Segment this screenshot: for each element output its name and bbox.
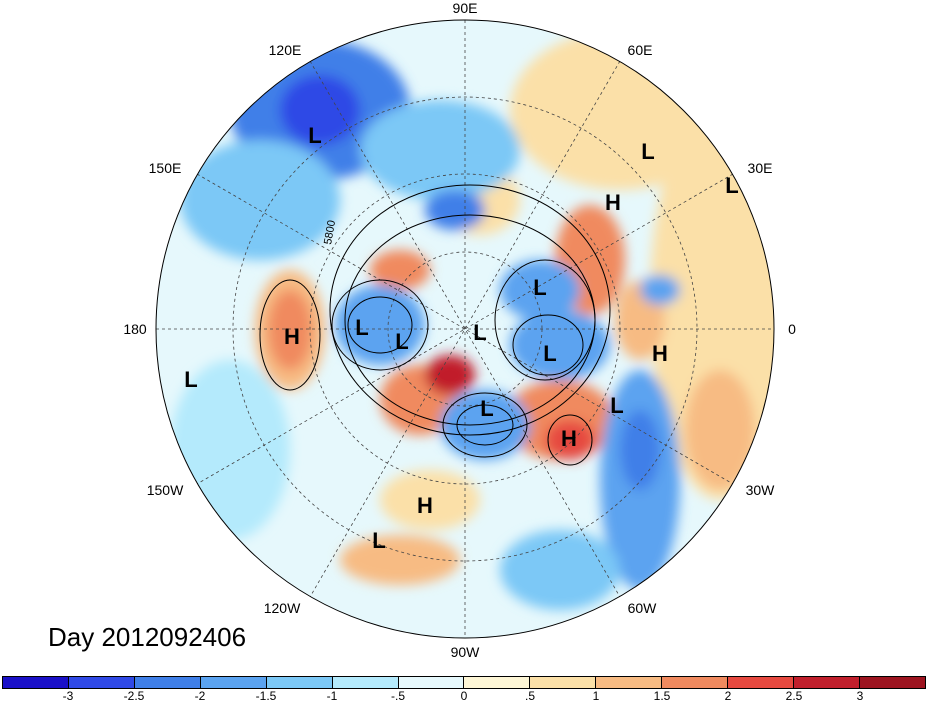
colorbar-tick-label: -2.5: [123, 689, 145, 703]
pressure-system-marker: H: [561, 426, 577, 451]
colorbar-swatch: [398, 677, 465, 688]
colorbar-swatch: [728, 677, 795, 688]
colorbar-swatch: [332, 677, 399, 688]
colorbar-swatch: [200, 677, 267, 688]
pressure-system-marker: L: [395, 329, 409, 354]
colorbar-tick-label: 1: [592, 689, 600, 703]
pressure-system-marker: L: [355, 315, 369, 340]
pressure-system-marker: L: [533, 275, 547, 300]
colorbar-tick-label: -.5: [390, 689, 406, 703]
height-contours: [259, 184, 611, 466]
colorbar-tick-label: .5: [524, 689, 536, 703]
pressure-system-marker: L: [725, 173, 739, 198]
lon-label-120e: 120E: [268, 42, 302, 58]
pressure-system-marker: L: [610, 393, 624, 418]
colorbar-tick-label: -1: [326, 689, 338, 703]
graticule: [156, 20, 774, 638]
anomaly-field: [156, 20, 774, 638]
map-border: [155, 19, 775, 639]
lon-label-180: 180: [123, 321, 147, 337]
pressure-system-marker: H: [284, 324, 300, 349]
lon-label-30e: 30E: [747, 160, 773, 176]
pressure-system-marker: L: [308, 123, 322, 148]
pressure-system-marker: H: [605, 190, 621, 215]
contour-label: 5800: [322, 219, 338, 245]
pressure-system-marker: H: [417, 493, 433, 518]
colorbar-swatch: [530, 677, 597, 688]
colorbar-swatch: [859, 677, 925, 688]
pressure-system-marker: H: [652, 341, 668, 366]
pressure-system-marker: L: [372, 528, 386, 553]
lon-label-150w: 150W: [146, 482, 184, 498]
pressure-system-marker: L: [641, 139, 655, 164]
lon-label-60w: 60W: [627, 600, 657, 616]
colorbar-swatch: [464, 677, 531, 688]
colorbar-tick-label: 1.5: [653, 689, 671, 703]
colorbar-tick-label: 3: [856, 689, 864, 703]
colorbar-swatch: [596, 677, 663, 688]
colorbar-swatch: [794, 677, 860, 688]
colorbar-tick-label: 0: [460, 689, 468, 703]
lon-label-60e: 60E: [627, 42, 653, 58]
lon-label-0: 0: [788, 321, 796, 337]
colorbar-tick-label: -2: [194, 689, 206, 703]
lon-label-90e: 90E: [452, 0, 478, 16]
pressure-system-marker: L: [473, 320, 487, 345]
date-label: Day 2012092406: [48, 622, 247, 652]
colorbar-swatch: [266, 677, 333, 688]
colorbar-tick-label: -3: [62, 689, 74, 703]
colorbar-tick-label: 2.5: [785, 689, 803, 703]
pressure-system-marker: L: [480, 396, 494, 421]
lon-label-150e: 150E: [148, 160, 182, 176]
colorbar-tick-label: -1.5: [255, 689, 277, 703]
colorbar: [2, 676, 926, 689]
lon-label-90w: 90W: [450, 644, 480, 660]
colorbar-swatch: [134, 677, 201, 688]
colorbar-tick-label: 2: [724, 689, 732, 703]
lon-label-30w: 30W: [745, 482, 775, 498]
lon-label-120w: 120W: [263, 600, 301, 616]
pressure-system-marker: L: [543, 341, 557, 366]
colorbar-swatch: [68, 677, 135, 688]
colorbar-swatch: [3, 677, 69, 688]
pressure-system-marker: L: [184, 367, 198, 392]
colorbar-swatch: [662, 677, 729, 688]
